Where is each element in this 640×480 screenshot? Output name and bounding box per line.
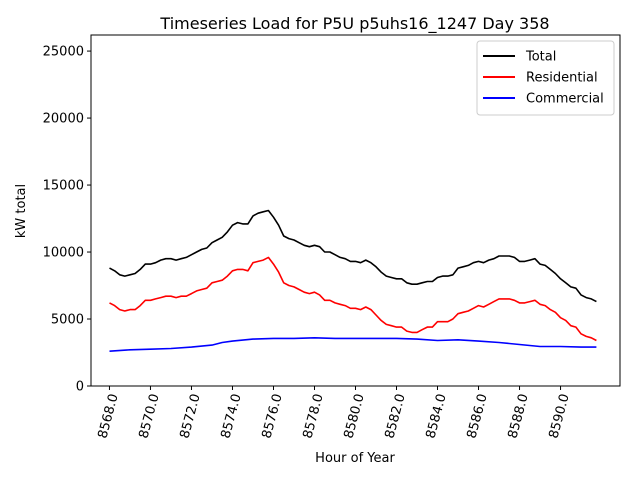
legend-label-commercial: Commercial bbox=[526, 92, 604, 107]
legend: Total Residential Commercial bbox=[476, 40, 615, 116]
y-tick-label: 20000 bbox=[43, 112, 84, 127]
y-tick-label: 10000 bbox=[43, 246, 84, 261]
series-line-residential bbox=[109, 256, 597, 342]
y-tick-label: 0 bbox=[76, 380, 84, 395]
series-line-total bbox=[109, 209, 597, 303]
y-tick-label: 15000 bbox=[43, 179, 84, 194]
y-tick-label: 25000 bbox=[43, 45, 84, 60]
legend-box bbox=[476, 40, 615, 116]
y-tick-label: 5000 bbox=[51, 313, 84, 328]
series-lines bbox=[109, 209, 597, 352]
y-axis-label: kW total bbox=[14, 184, 29, 238]
y-axis: 0 5000 10000 15000 20000 25000 bbox=[43, 45, 91, 395]
legend-label-residential: Residential bbox=[526, 71, 598, 86]
x-axis-label: Hour of Year bbox=[315, 451, 395, 466]
legend-label-total: Total bbox=[525, 50, 556, 65]
series-line-commercial bbox=[109, 336, 597, 352]
plot-area bbox=[90, 34, 621, 387]
chart-title: Timeseries Load for P5U p5uhs16_1247 Day… bbox=[159, 14, 549, 34]
